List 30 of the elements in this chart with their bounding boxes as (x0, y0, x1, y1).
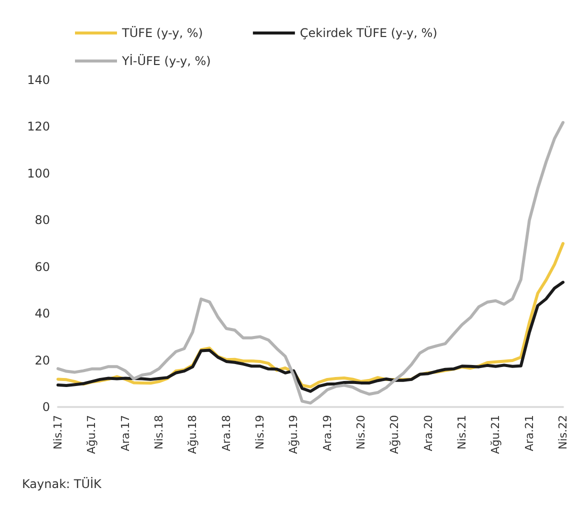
y-tick-label: 60 (34, 260, 50, 274)
line-series (56, 121, 564, 405)
x-tick-label: Nis.22 (556, 415, 570, 450)
y-tick-label: 100 (27, 166, 50, 180)
y-tick-label: 120 (27, 120, 50, 134)
y-tick-label: 140 (27, 73, 50, 87)
x-tick-label: Ara.20 (422, 415, 435, 452)
x-tick-label: Nis.17 (52, 415, 64, 450)
x-tick-label: Ara.18 (220, 415, 233, 452)
x-tick-label: Nis.20 (354, 415, 368, 450)
x-tick-label: Ara.21 (522, 415, 536, 452)
y-tick-label: 20 (34, 353, 50, 368)
x-tick-label: Ağu.20 (388, 415, 402, 454)
line-series (56, 280, 564, 393)
x-tick-label: Nis.21 (456, 415, 468, 450)
x-tick-label: Nis.18 (152, 415, 166, 450)
y-tick-label: 80 (34, 213, 50, 228)
x-tick-label: Ağu.21 (489, 415, 502, 454)
y-tick-label: 40 (34, 306, 50, 321)
x-tick-label: Ara.19 (320, 415, 334, 452)
legend-label: TÜFE (y-y, %) (121, 26, 203, 40)
x-tick-label: Ağu.17 (85, 415, 98, 454)
y-tick-label: 0 (42, 400, 50, 414)
x-tick-label: Ağu.18 (186, 415, 200, 454)
legend-label: Yİ-ÜFE (y-y, %) (121, 54, 211, 68)
text: Kaynak: TÜİK (22, 477, 103, 491)
x-tick-label: Ağu.19 (287, 415, 300, 454)
legend-label: Çekirdek TÜFE (y-y, %) (300, 26, 438, 40)
x-tick-label: Ara.17 (118, 415, 132, 452)
x-tick-label: Nis.19 (254, 415, 266, 450)
